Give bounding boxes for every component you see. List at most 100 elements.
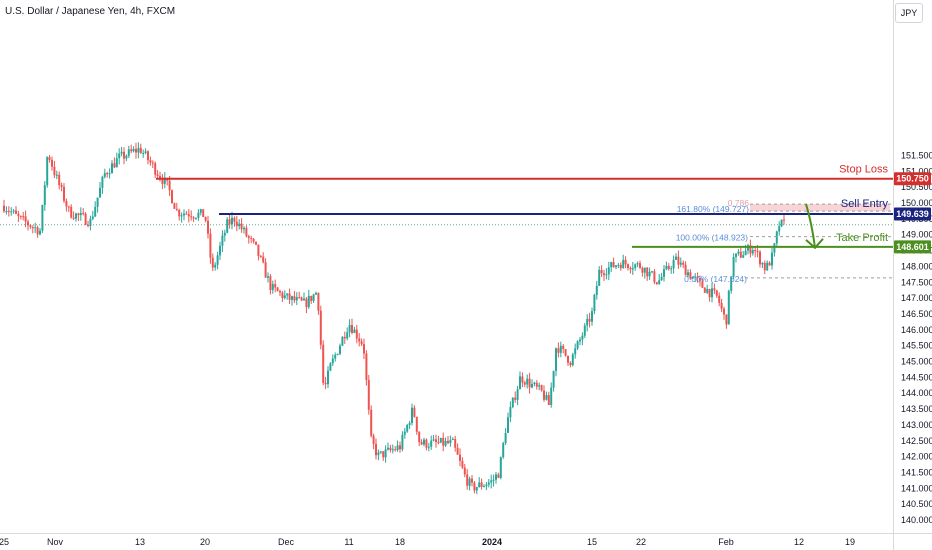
candle-up bbox=[526, 378, 529, 385]
candle-up bbox=[91, 216, 94, 219]
candle-down bbox=[763, 262, 766, 271]
candle-down bbox=[629, 267, 632, 270]
candle-up bbox=[766, 262, 769, 271]
candle-down bbox=[564, 349, 567, 356]
candle-down bbox=[677, 256, 680, 265]
candle-down bbox=[471, 478, 473, 483]
candle-up bbox=[780, 219, 783, 227]
candle-up bbox=[773, 243, 776, 253]
candle-down bbox=[701, 280, 704, 288]
candle-up bbox=[286, 293, 289, 296]
candle-up bbox=[516, 389, 519, 400]
candle-down bbox=[149, 160, 152, 163]
candle-down bbox=[435, 439, 437, 443]
candle-down bbox=[627, 264, 629, 268]
take-profit-tag-label: 148.601 bbox=[896, 242, 929, 252]
candle-down bbox=[420, 442, 423, 445]
y-tick-label: 144.500 bbox=[901, 372, 932, 382]
candle-up bbox=[579, 339, 581, 342]
candle-down bbox=[437, 442, 440, 444]
fib-level-label: 100.00% (148.923) bbox=[676, 233, 748, 243]
candle-up bbox=[550, 387, 553, 406]
candle-down bbox=[82, 212, 85, 214]
candle-down bbox=[235, 221, 238, 227]
candle-down bbox=[154, 163, 157, 175]
candle-up bbox=[12, 210, 15, 212]
candle-up bbox=[115, 158, 118, 168]
candle-up bbox=[331, 358, 334, 364]
candle-down bbox=[639, 263, 641, 268]
y-tick-label: 141.000 bbox=[901, 483, 932, 493]
candle-up bbox=[46, 157, 49, 186]
candle-down bbox=[7, 210, 10, 212]
candle-up bbox=[329, 363, 332, 371]
candle-down bbox=[27, 221, 29, 226]
candle-up bbox=[617, 264, 620, 266]
candle-down bbox=[245, 227, 248, 237]
candle-down bbox=[67, 206, 70, 208]
candle-up bbox=[706, 289, 709, 293]
candle-down bbox=[264, 262, 267, 278]
candle-down bbox=[382, 451, 385, 458]
x-tick-label: Dec bbox=[278, 537, 295, 547]
y-tick-label: 150.500 bbox=[901, 182, 932, 192]
candle-down bbox=[63, 186, 65, 201]
y-tick-label: 141.500 bbox=[901, 467, 932, 477]
candle-down bbox=[175, 208, 178, 210]
candle-down bbox=[147, 151, 149, 161]
y-tick-label: 143.000 bbox=[901, 420, 932, 430]
candle-up bbox=[679, 262, 682, 265]
candle-down bbox=[262, 256, 265, 263]
candle-down bbox=[178, 209, 181, 217]
candle-down bbox=[655, 282, 658, 284]
x-tick-label: 18 bbox=[395, 537, 405, 547]
candle-down bbox=[497, 474, 500, 478]
candle-down bbox=[521, 376, 524, 383]
candle-down bbox=[667, 265, 670, 269]
candle-up bbox=[595, 285, 598, 295]
currency-button[interactable]: JPY bbox=[895, 3, 923, 23]
sell-entry-label: Sell Entry bbox=[841, 198, 889, 210]
candle-up bbox=[336, 353, 339, 355]
candle-up bbox=[761, 262, 764, 265]
candle-down bbox=[619, 264, 622, 269]
candle-up bbox=[576, 341, 579, 349]
take-profit-tag bbox=[894, 240, 931, 254]
candle-down bbox=[77, 213, 80, 216]
candle-up bbox=[377, 452, 380, 456]
candle-up bbox=[670, 268, 673, 270]
candle-up bbox=[610, 262, 613, 268]
candle-up bbox=[223, 232, 226, 236]
candle-down bbox=[65, 200, 68, 207]
candle-down bbox=[358, 338, 361, 342]
y-tick-label: 146.500 bbox=[901, 309, 932, 319]
candle-down bbox=[682, 262, 685, 265]
candle-down bbox=[389, 447, 392, 451]
candle-down bbox=[207, 220, 209, 234]
candle-up bbox=[118, 153, 121, 159]
candle-up bbox=[485, 484, 488, 487]
candle-down bbox=[60, 185, 63, 187]
candle-up bbox=[99, 187, 101, 198]
candle-up bbox=[423, 439, 425, 445]
candle-down bbox=[343, 336, 346, 339]
candle-down bbox=[293, 296, 296, 301]
candle-up bbox=[303, 298, 305, 301]
candle-down bbox=[276, 287, 279, 292]
x-tick-label: Feb bbox=[718, 537, 734, 547]
candle-down bbox=[603, 273, 605, 276]
candle-up bbox=[238, 223, 241, 227]
candle-down bbox=[255, 241, 257, 245]
candle-up bbox=[120, 151, 123, 154]
candle-up bbox=[574, 348, 577, 355]
candle-up bbox=[430, 440, 433, 447]
y-tick-label: 142.500 bbox=[901, 436, 932, 446]
candle-up bbox=[226, 219, 229, 233]
candle-down bbox=[557, 348, 560, 353]
candle-down bbox=[185, 213, 188, 215]
candle-down bbox=[473, 482, 476, 491]
candle-up bbox=[411, 407, 413, 424]
candle-down bbox=[279, 291, 281, 293]
candle-down bbox=[646, 267, 649, 277]
